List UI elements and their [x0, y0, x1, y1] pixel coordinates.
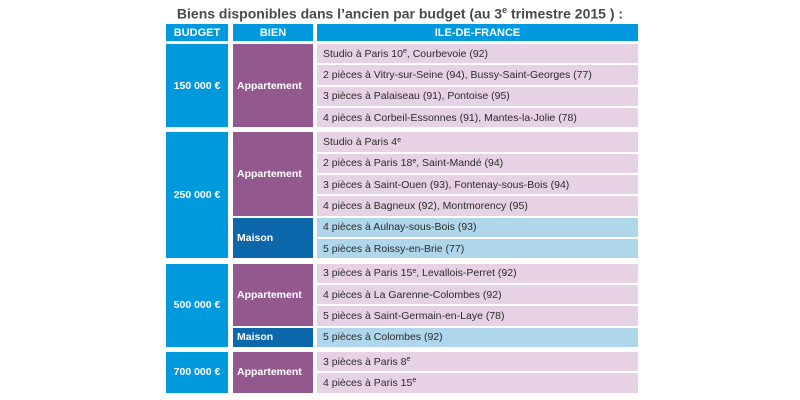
- row-text: 2 pièces à Vitry-sur-Seine (94), Bussy-S…: [323, 69, 592, 82]
- table-row: 2 pièces à Paris 18 e, Saint-Mandé (94): [317, 153, 638, 174]
- row-text-suffix: , Levallois-Perret (92): [416, 267, 517, 280]
- row-text: 4 pièces à Aulnay-sous-Bois (93): [323, 221, 477, 234]
- row-superscript: e: [412, 267, 417, 275]
- bien-maison: Maison: [233, 327, 313, 347]
- table-row: 4 pièces à Bagneux (92), Montmorency (95…: [317, 196, 638, 216]
- table-row: 3 pièces à Paris 15 e, Levallois-Perret (…: [317, 263, 638, 283]
- row-text-suffix: , Courbevoie (92): [406, 47, 488, 60]
- row-text: 5 pièces à Colombes (92): [323, 331, 443, 344]
- row-text: 4 pièces à Bagneux (92), Montmorency (95…: [323, 200, 528, 213]
- row-superscript: e: [412, 377, 417, 385]
- budget-cell: 250 000 €: [166, 132, 228, 259]
- row-text: 3 pièces à Paris 8: [323, 355, 407, 368]
- header-bien: BIEN: [233, 24, 313, 41]
- row-text: 4 pièces à Paris 15: [323, 376, 413, 389]
- header-region: ILE-DE-FRANCE: [317, 24, 638, 41]
- table-title: Biens disponibles dans l’ancien par budg…: [176, 5, 624, 22]
- row-superscript: e: [412, 157, 417, 165]
- table-row: Studio à Paris 10 e, Courbevoie (92): [317, 44, 638, 64]
- budget-cell: 150 000 €: [166, 44, 228, 128]
- row-text: Studio à Paris 4: [323, 136, 398, 149]
- table-row: 5 pièces à Colombes (92): [317, 327, 638, 347]
- row-text: 3 pièces à Paris 15: [323, 267, 413, 280]
- row-text: 4 pièces à Corbeil-Essonnes (91), Mantes…: [323, 111, 577, 124]
- table-row: 3 pièces à Palaiseau (91), Pontoise (95): [317, 86, 638, 107]
- bien-appartement: Appartement: [233, 132, 313, 216]
- row-superscript: e: [397, 136, 402, 144]
- budget-cell: 500 000 €: [166, 263, 228, 347]
- table-row: 4 pièces à Paris 15 e: [317, 373, 638, 393]
- table-row: 5 pièces à Roissy-en-Brie (77): [317, 239, 638, 259]
- table-row: 5 pièces à Saint-Germain-en-Laye (78): [317, 306, 638, 326]
- header-budget: BUDGET: [166, 24, 228, 41]
- row-text: 3 pièces à Palaiseau (91), Pontoise (95): [323, 90, 510, 103]
- row-text: 4 pièces à La Garenne-Colombes (92): [323, 288, 502, 301]
- bien-maison: Maison: [233, 217, 313, 259]
- bien-appartement: Appartement: [233, 351, 313, 393]
- table-row: 4 pièces à Corbeil-Essonnes (91), Mantes…: [317, 108, 638, 128]
- bien-appartement: Appartement: [233, 44, 313, 128]
- row-text: Studio à Paris 10: [323, 47, 403, 60]
- row-text: 2 pièces à Paris 18: [323, 157, 413, 170]
- row-text: 3 pièces à Saint-Ouen (93), Fontenay-sou…: [323, 178, 570, 191]
- bien-appartement: Appartement: [233, 263, 313, 326]
- row-text: 5 pièces à Roissy-en-Brie (77): [323, 242, 465, 255]
- table-row: 4 pièces à Aulnay-sous-Bois (93): [317, 217, 638, 238]
- row-superscript: e: [402, 48, 407, 56]
- row-text-suffix: , Saint-Mandé (94): [416, 157, 504, 170]
- row-text: 5 pièces à Saint-Germain-en-Laye (78): [323, 309, 505, 322]
- table-row: 3 pièces à Saint-Ouen (93), Fontenay-sou…: [317, 175, 638, 195]
- table-row: 4 pièces à La Garenne-Colombes (92): [317, 284, 638, 305]
- row-superscript: e: [406, 356, 411, 364]
- table-row: 2 pièces à Vitry-sur-Seine (94), Bussy-S…: [317, 65, 638, 85]
- budget-cell: 700 000 €: [166, 351, 228, 393]
